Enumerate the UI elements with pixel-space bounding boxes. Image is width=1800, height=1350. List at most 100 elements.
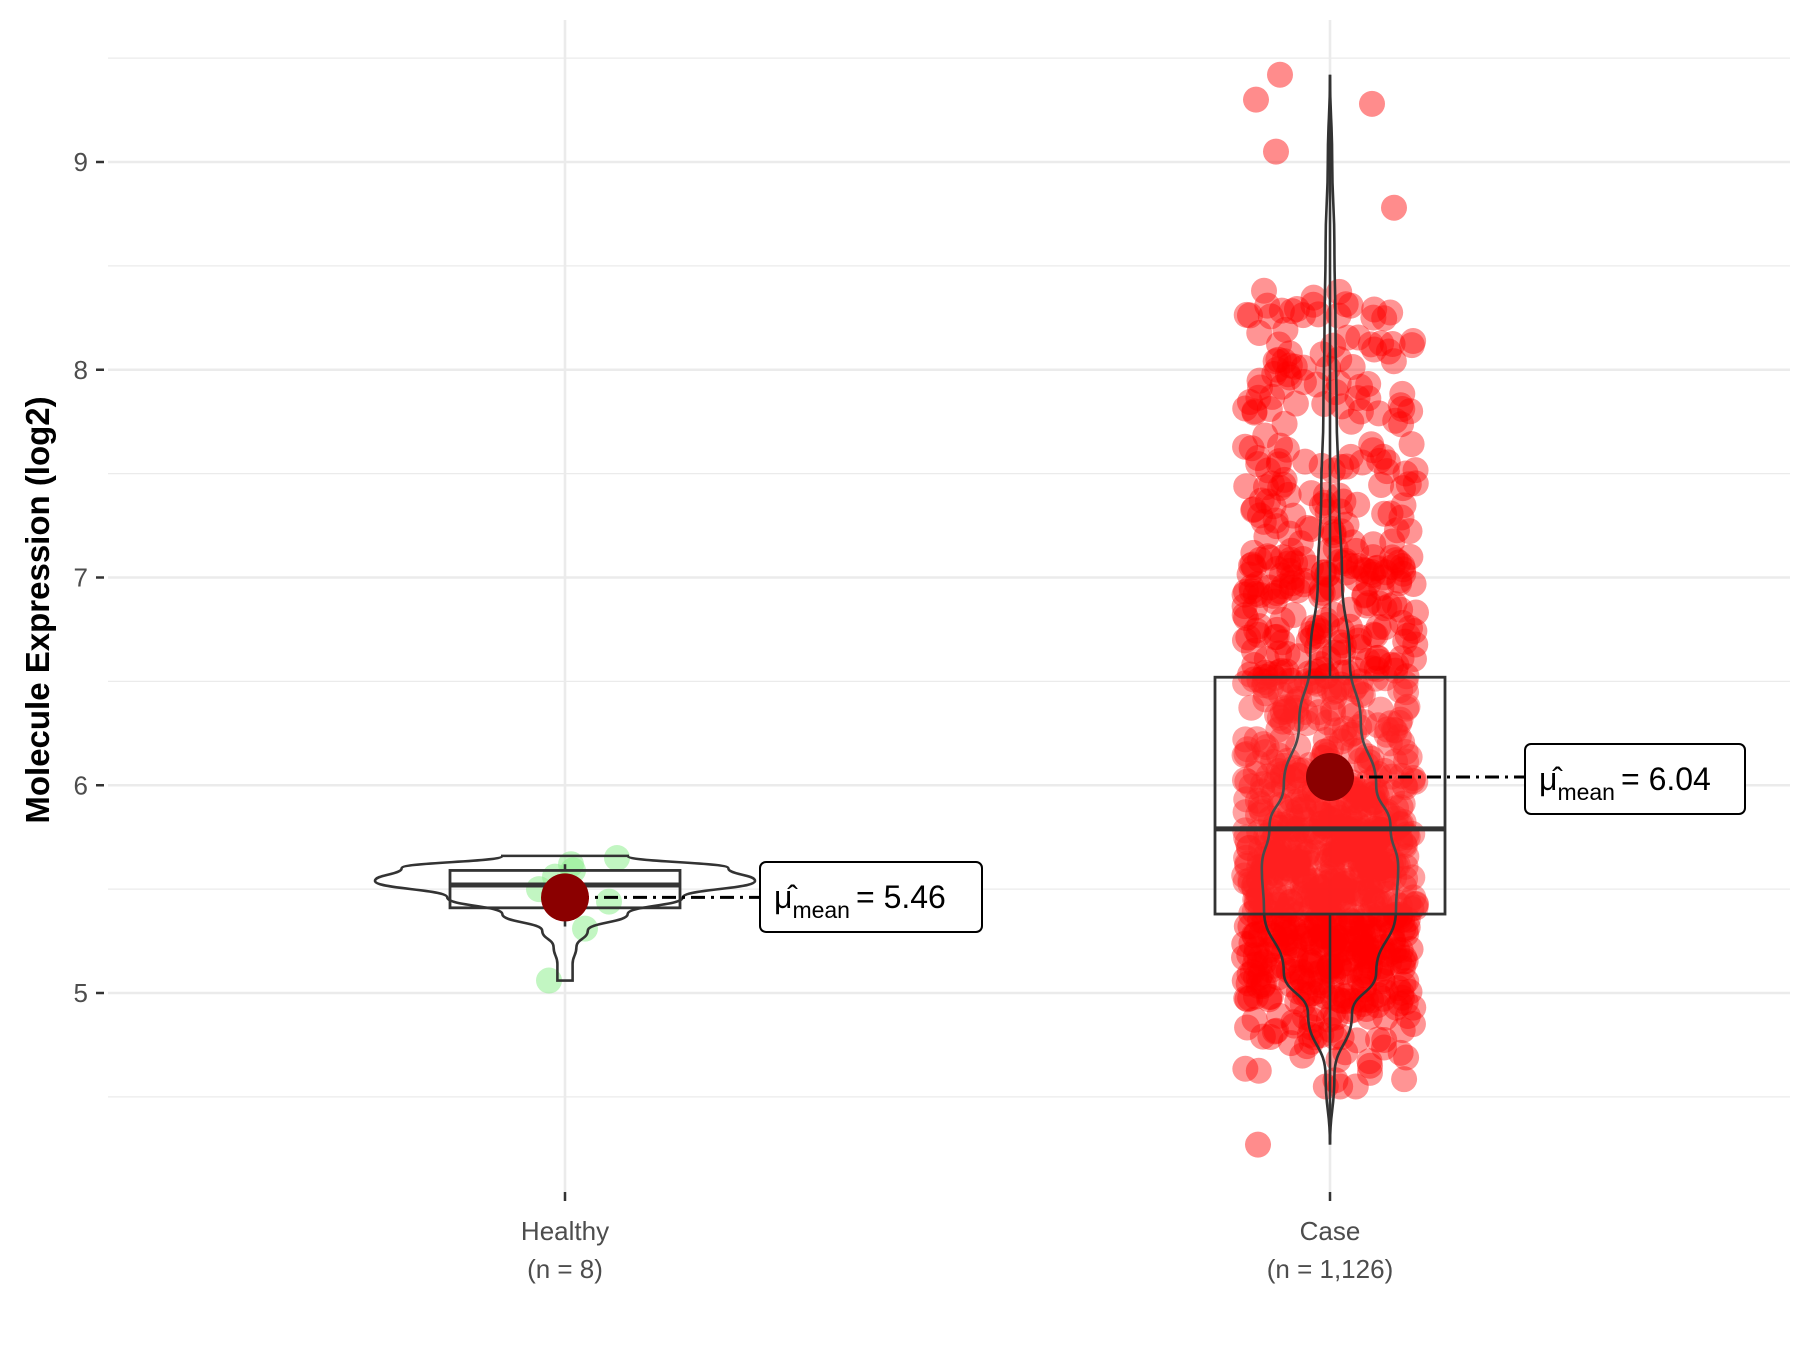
case-point <box>1274 833 1301 860</box>
case-point <box>1238 435 1265 462</box>
case-point <box>1236 961 1263 988</box>
case-point <box>1288 964 1315 991</box>
case-point <box>1365 712 1392 739</box>
case-point <box>1374 449 1401 476</box>
case-point <box>1336 819 1363 846</box>
case-point <box>1330 488 1357 515</box>
case-point <box>1247 898 1274 925</box>
case-point <box>1320 930 1347 957</box>
case-point <box>1328 728 1355 755</box>
case-point <box>1362 829 1389 856</box>
case-point <box>1283 296 1310 323</box>
case-point <box>1234 736 1261 763</box>
case-point <box>1320 999 1347 1026</box>
case-point <box>1284 849 1311 876</box>
case-point <box>1266 331 1293 358</box>
case-point <box>1265 742 1292 769</box>
case-point <box>1241 898 1268 925</box>
case-point <box>1357 805 1384 832</box>
case-point <box>1261 1018 1288 1045</box>
case-point <box>1241 651 1268 678</box>
case-point <box>1351 961 1378 988</box>
case-point <box>1371 305 1398 332</box>
case-point <box>1359 90 1385 117</box>
case-point <box>1355 647 1382 674</box>
case-point <box>1249 799 1276 826</box>
case-point <box>1333 983 1360 1010</box>
case-point <box>1365 590 1392 617</box>
case-point <box>1351 709 1378 736</box>
case-point <box>1318 515 1345 542</box>
case-point <box>1327 873 1354 900</box>
case-point <box>1347 826 1374 853</box>
case-point <box>1397 615 1424 642</box>
case-point <box>1353 933 1380 960</box>
case-point <box>1347 398 1374 425</box>
case-point <box>1347 923 1374 950</box>
case-point <box>1349 785 1376 812</box>
case-point <box>1292 850 1319 877</box>
case-point <box>1258 957 1285 984</box>
case-point <box>1243 936 1270 963</box>
case-point <box>1364 644 1391 671</box>
case-point <box>1276 557 1303 584</box>
case-point <box>1300 881 1327 908</box>
case-point <box>1260 582 1287 609</box>
case-point <box>1245 802 1272 829</box>
case-point <box>1354 851 1381 878</box>
case-point <box>1249 973 1276 1000</box>
case-point <box>1389 396 1416 423</box>
case-point <box>1361 789 1388 816</box>
case-point <box>1246 367 1273 394</box>
case-point <box>1233 473 1260 500</box>
healthy-point <box>604 844 630 871</box>
case-point <box>1238 773 1265 800</box>
case-point <box>1321 886 1348 913</box>
mean-value: = 6.04 <box>1621 761 1711 797</box>
case-point <box>1278 786 1305 813</box>
case-point <box>1365 824 1392 851</box>
case-point <box>1247 502 1274 529</box>
case-point <box>1338 721 1365 748</box>
case-point <box>1299 928 1326 955</box>
case-point <box>1371 500 1398 527</box>
case-point <box>1373 721 1400 748</box>
case-point <box>1241 398 1268 425</box>
case-point <box>1254 543 1281 570</box>
case-point <box>1261 886 1288 913</box>
case-point <box>1367 953 1394 980</box>
case-point <box>1376 593 1403 620</box>
case-point <box>1274 361 1301 388</box>
case-point <box>1307 651 1334 678</box>
case-point <box>1285 643 1312 670</box>
case-point <box>1255 457 1282 484</box>
case-point <box>1279 298 1306 325</box>
case-point <box>1318 576 1345 603</box>
case-point <box>1357 857 1384 884</box>
case-point <box>1237 870 1264 897</box>
case-point <box>1336 805 1363 832</box>
case-point <box>1266 1002 1293 1029</box>
case-point <box>1367 779 1394 806</box>
case-point <box>1274 641 1301 668</box>
case-point <box>1277 546 1304 573</box>
case-point <box>1231 581 1258 608</box>
case-point <box>1400 884 1427 911</box>
case-point <box>1250 971 1277 998</box>
case-point <box>1332 547 1359 574</box>
case-point <box>1320 915 1347 942</box>
case-point <box>1331 724 1358 751</box>
case-point <box>1386 990 1413 1017</box>
case-point <box>1371 595 1398 622</box>
case-point <box>1320 984 1347 1011</box>
case-point <box>1252 659 1279 686</box>
case-point <box>1313 899 1340 926</box>
case-point <box>1290 786 1317 813</box>
case-point <box>1250 853 1277 880</box>
case-point <box>1383 517 1410 544</box>
case-point <box>1278 574 1305 601</box>
case-point <box>1360 561 1387 588</box>
case-point <box>1391 832 1418 859</box>
case-point <box>1290 354 1317 381</box>
case-point <box>1350 976 1377 1003</box>
